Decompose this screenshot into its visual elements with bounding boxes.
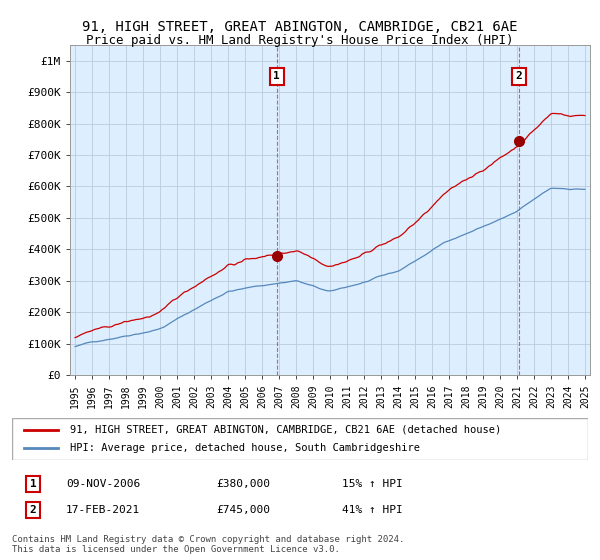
Text: HPI: Average price, detached house, South Cambridgeshire: HPI: Average price, detached house, Sout… [70, 444, 419, 453]
Text: 91, HIGH STREET, GREAT ABINGTON, CAMBRIDGE, CB21 6AE: 91, HIGH STREET, GREAT ABINGTON, CAMBRID… [82, 20, 518, 34]
Text: Price paid vs. HM Land Registry's House Price Index (HPI): Price paid vs. HM Land Registry's House … [86, 34, 514, 46]
Text: Contains HM Land Registry data © Crown copyright and database right 2024.
This d: Contains HM Land Registry data © Crown c… [12, 535, 404, 554]
Text: 41% ↑ HPI: 41% ↑ HPI [342, 505, 403, 515]
Text: 2: 2 [515, 72, 523, 81]
Text: 09-NOV-2006: 09-NOV-2006 [66, 479, 140, 489]
Text: £745,000: £745,000 [216, 505, 270, 515]
Text: 1: 1 [274, 72, 280, 81]
Text: £380,000: £380,000 [216, 479, 270, 489]
Text: 91, HIGH STREET, GREAT ABINGTON, CAMBRIDGE, CB21 6AE (detached house): 91, HIGH STREET, GREAT ABINGTON, CAMBRID… [70, 424, 501, 435]
Text: 1: 1 [29, 479, 37, 489]
Text: 17-FEB-2021: 17-FEB-2021 [66, 505, 140, 515]
Text: 15% ↑ HPI: 15% ↑ HPI [342, 479, 403, 489]
Text: 2: 2 [29, 505, 37, 515]
